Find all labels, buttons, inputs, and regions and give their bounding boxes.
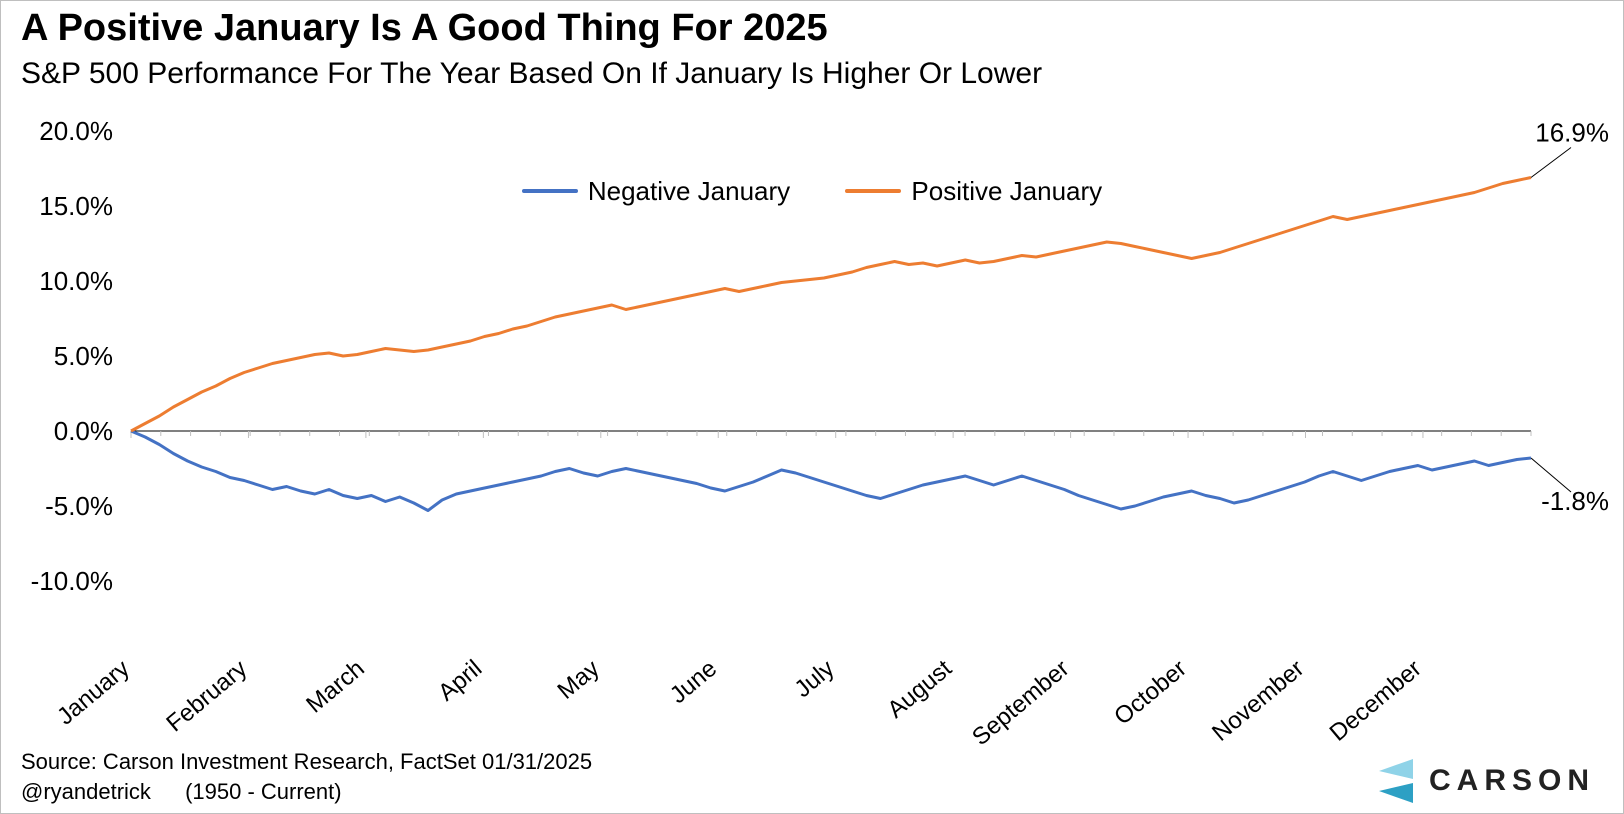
svg-text:February: February <box>161 655 252 737</box>
attribution: @ryandetrick (1950 - Current) <box>21 779 342 805</box>
svg-text:July: July <box>789 655 839 703</box>
svg-text:-10.0%: -10.0% <box>31 566 113 596</box>
svg-text:June: June <box>665 655 722 709</box>
svg-text:May: May <box>553 655 605 705</box>
svg-text:September: September <box>967 655 1074 751</box>
carson-logo-icon <box>1375 759 1415 803</box>
svg-text:10.0%: 10.0% <box>39 266 113 296</box>
svg-text:-1.8%: -1.8% <box>1541 486 1609 516</box>
svg-text:November: November <box>1207 655 1309 747</box>
attribution-period: (1950 - Current) <box>185 779 342 804</box>
svg-text:0.0%: 0.0% <box>54 416 113 446</box>
svg-text:January: January <box>52 655 135 731</box>
svg-text:15.0%: 15.0% <box>39 191 113 221</box>
line-chart: -10.0% -5.0% 0.0% 5.0% 10.0% 15.0% 20.0% Januar… <box>1 1 1624 814</box>
svg-text:October: October <box>1109 655 1192 731</box>
svg-text:April: April <box>433 655 487 707</box>
carson-logo-text: CARSON <box>1429 764 1595 798</box>
svg-text:-5.0%: -5.0% <box>45 491 113 521</box>
svg-text:16.9%: 16.9% <box>1535 118 1609 148</box>
svg-text:December: December <box>1325 655 1427 747</box>
svg-text:March: March <box>301 655 369 719</box>
svg-text:20.0%: 20.0% <box>39 116 113 146</box>
attribution-handle: @ryandetrick <box>21 779 151 804</box>
svg-text:August: August <box>882 655 957 724</box>
carson-logo: CARSON <box>1375 759 1595 803</box>
chart-frame: A Positive January Is A Good Thing For 2… <box>0 0 1624 814</box>
svg-text:5.0%: 5.0% <box>54 341 113 371</box>
source-text: Source: Carson Investment Research, Fact… <box>21 749 592 775</box>
